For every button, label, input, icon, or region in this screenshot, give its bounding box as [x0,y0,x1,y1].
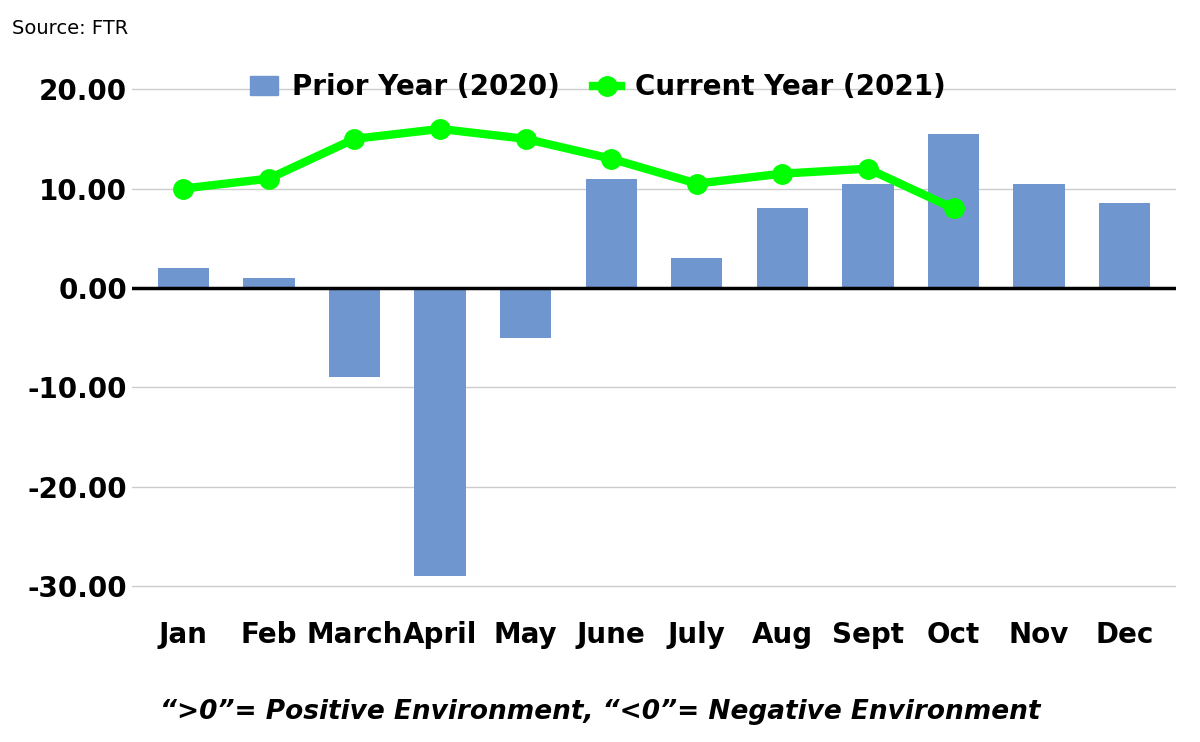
Bar [928,134,979,288]
Bar [329,288,380,378]
Bar [500,288,551,338]
Bar [157,268,209,288]
Bar [842,183,894,288]
Bar [671,258,722,288]
Bar [757,209,808,288]
Legend: Prior Year (2020), Current Year (2021): Prior Year (2020), Current Year (2021) [251,73,946,101]
Bar [1099,203,1151,288]
Bar [414,288,466,576]
Bar [1014,183,1064,288]
Bar [244,278,294,288]
Text: “>0”= Positive Environment, “<0”= Negative Environment: “>0”= Positive Environment, “<0”= Negati… [160,699,1040,726]
Text: Source: FTR: Source: FTR [12,19,128,38]
Bar [586,179,637,288]
